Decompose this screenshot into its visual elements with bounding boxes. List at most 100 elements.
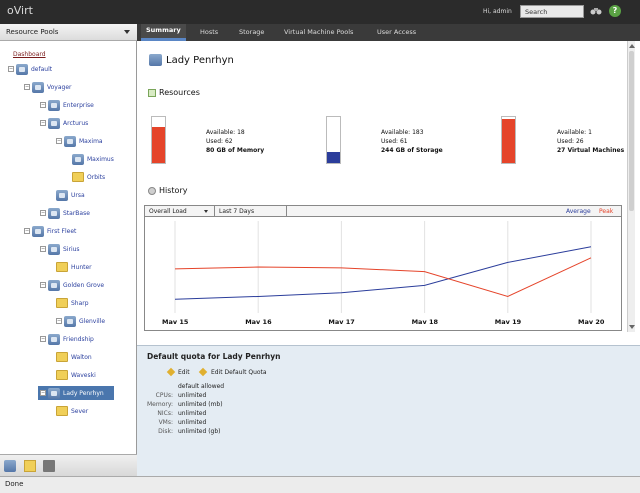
edit-default-quota-button[interactable]: Edit Default Quota — [211, 369, 267, 376]
range-select-value: Last 7 Days — [219, 208, 255, 215]
quota-row-value: unlimited — [178, 410, 207, 417]
tab-user-access[interactable]: User Access — [377, 28, 417, 36]
resource-pools-dropdown[interactable]: Resource Pools — [0, 24, 137, 41]
help-icon[interactable]: ? — [609, 5, 621, 17]
datacenter-icon — [32, 225, 44, 237]
expand-toggle-icon[interactable]: − — [40, 246, 46, 252]
folder-icon — [56, 298, 68, 308]
tree-node[interactable]: − Voyager — [24, 80, 72, 94]
trash-icon[interactable] — [43, 460, 55, 472]
tree-node[interactable]: Dashboard — [13, 47, 46, 61]
expand-toggle-icon[interactable]: − — [8, 66, 14, 72]
memory-stats: Available: 18 Used: 62 80 GB of Memory — [206, 128, 264, 155]
expand-toggle-icon[interactable]: − — [40, 282, 46, 288]
scroll-up-icon[interactable] — [629, 44, 635, 48]
tree-node[interactable]: Sharp — [56, 296, 89, 310]
expand-toggle-icon[interactable]: − — [24, 228, 30, 234]
datacenter-icon — [48, 207, 60, 219]
expand-toggle-icon[interactable]: − — [56, 318, 62, 324]
datacenter-icon — [48, 117, 60, 129]
app-logo: oVirt — [7, 4, 33, 17]
tree-node[interactable]: Hunter — [56, 260, 92, 274]
metric-select-value: Overall Load — [149, 208, 187, 215]
history-icon — [148, 187, 156, 195]
tree-node-label: Glenville — [79, 317, 106, 325]
datacenter-icon — [56, 189, 68, 201]
add-datacenter-icon[interactable] — [4, 460, 16, 472]
tree-node-label: Enterprise — [63, 101, 94, 109]
tree-node-label: default — [31, 65, 53, 73]
tree-node[interactable]: − Golden Grove — [40, 278, 104, 292]
folder-icon — [56, 370, 68, 380]
tree-node[interactable]: − Enterprise — [40, 98, 94, 112]
tab-hosts[interactable]: Hosts — [200, 28, 219, 36]
datacenter-icon — [64, 135, 76, 147]
vertical-scrollbar[interactable] — [627, 41, 635, 332]
range-select[interactable]: Last 7 Days — [215, 206, 287, 216]
tree-node[interactable]: Maximus — [72, 152, 114, 166]
history-toolbar: Overall Load Last 7 Days Average Peak — [144, 205, 622, 217]
tree-node[interactable]: Ursa — [56, 188, 85, 202]
scroll-down-icon[interactable] — [629, 325, 635, 329]
x-tick-label: Mav 18 — [411, 318, 438, 326]
tree-node-label: Hunter — [71, 263, 92, 271]
chevron-down-icon — [124, 30, 130, 34]
quota-row-label: VMs: — [158, 419, 173, 426]
expand-toggle-icon[interactable]: − — [40, 336, 46, 342]
expand-toggle-icon[interactable]: − — [40, 390, 46, 396]
tree-node-label: Waveski — [71, 371, 96, 379]
memory-used: Used: 62 — [206, 138, 233, 145]
tree-node[interactable]: − First Fleet — [24, 224, 76, 238]
memory-usage-fill — [152, 127, 165, 163]
tree-node[interactable]: − default — [8, 62, 52, 76]
add-folder-icon[interactable] — [24, 460, 36, 472]
binoculars-icon[interactable] — [590, 5, 602, 17]
tree-node[interactable]: − Lady Penrhyn — [38, 386, 114, 400]
tree-node[interactable]: − Friendship — [40, 332, 94, 346]
tree-node[interactable]: − Sirius — [40, 242, 80, 256]
resource-tree: Dashboard − default − Voyager − Enterprise − Arc… — [0, 42, 136, 454]
vm-used: Used: 26 — [557, 138, 584, 145]
tab-storage[interactable]: Storage — [239, 28, 265, 36]
folder-icon — [56, 352, 68, 362]
quota-row-label: Disk: — [158, 428, 173, 435]
search-input[interactable]: Search — [520, 5, 584, 18]
storage-used: Used: 61 — [381, 138, 408, 145]
tree-node[interactable]: Sever — [56, 404, 88, 418]
expand-toggle-icon[interactable]: − — [56, 138, 62, 144]
x-tick-label: Mav 16 — [245, 318, 272, 326]
vm-total: 27 Virtual Machines — [557, 147, 625, 154]
quota-panel — [137, 345, 640, 476]
tree-node-label: Maxima — [79, 137, 103, 145]
vm-usage-bar — [501, 116, 516, 164]
edit-button[interactable]: Edit — [178, 369, 190, 376]
datacenter-icon — [48, 387, 60, 399]
tree-node[interactable]: Waveski — [56, 368, 96, 382]
quota-row-value: unlimited (mb) — [178, 401, 223, 408]
vm-available: Available: 1 — [557, 129, 592, 136]
tree-node[interactable]: Orbits — [72, 170, 105, 184]
tree-node[interactable]: − Glenville — [56, 314, 105, 328]
tree-node[interactable]: Walton — [56, 350, 92, 364]
expand-toggle-icon[interactable]: − — [40, 102, 46, 108]
tab-virtual-machine-pools[interactable]: Virtual Machine Pools — [284, 28, 354, 36]
tree-node-label: Arcturus — [63, 119, 89, 127]
left-toolbar — [0, 454, 137, 476]
metric-select[interactable]: Overall Load — [145, 206, 215, 216]
tree-node[interactable]: − Arcturus — [40, 116, 88, 130]
tree-node[interactable]: − Maxima — [56, 134, 103, 148]
datacenter-icon — [48, 99, 60, 111]
expand-toggle-icon[interactable]: − — [40, 120, 46, 126]
history-heading: History — [159, 186, 188, 195]
expand-toggle-icon[interactable]: − — [40, 210, 46, 216]
expand-toggle-icon[interactable]: − — [24, 84, 30, 90]
vm-stats: Available: 1 Used: 26 27 Virtual Machine… — [557, 128, 624, 155]
memory-available: Available: 18 — [206, 129, 245, 136]
storage-total: 244 GB of Storage — [381, 147, 443, 154]
history-chart — [144, 217, 622, 331]
datacenter-icon — [32, 81, 44, 93]
datacenter-icon — [72, 153, 84, 165]
scroll-thumb[interactable] — [629, 51, 634, 211]
tab-summary[interactable]: Summary — [141, 24, 186, 41]
tree-node[interactable]: − StarBase — [40, 206, 90, 220]
